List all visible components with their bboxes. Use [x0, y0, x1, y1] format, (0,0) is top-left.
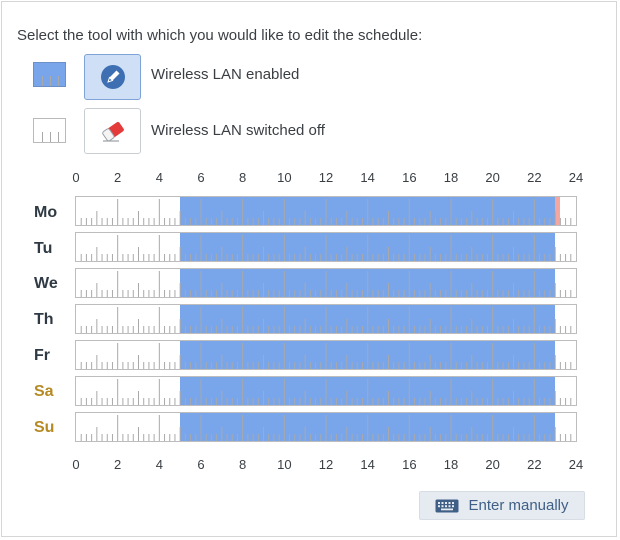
schedule-row-we[interactable] [75, 268, 577, 298]
keyboard-icon [435, 499, 459, 512]
hour-tick-label: 20 [485, 457, 500, 472]
hour-tick-label: 6 [197, 170, 205, 185]
hour-tick-label: 2 [114, 170, 122, 185]
hour-tick-label: 24 [568, 170, 584, 185]
day-label: Su [34, 419, 55, 436]
day-label: We [34, 275, 58, 292]
hour-tick-label: 18 [443, 170, 459, 185]
hour-ticks [80, 271, 572, 297]
hour-tick-label: 2 [114, 457, 122, 472]
hour-ticks [80, 307, 572, 333]
day-label: Sa [34, 383, 54, 400]
hour-tick-label: 14 [360, 170, 375, 185]
hour-tick-label: 22 [527, 457, 542, 472]
hour-tick-label: 22 [527, 170, 542, 185]
hour-tick-label: 4 [155, 457, 163, 472]
eraser-tool-button[interactable] [84, 108, 141, 154]
hour-tick-label: 10 [277, 170, 292, 185]
enter-manually-label: Enter manually [468, 497, 569, 514]
pencil-tool-button[interactable] [84, 54, 141, 100]
hour-tick-label: 8 [239, 457, 247, 472]
pencil-icon [100, 65, 125, 89]
selection-marker [555, 197, 561, 225]
hour-tick-label: 20 [485, 170, 500, 185]
hour-tick-label: 18 [443, 457, 459, 472]
hour-tick-label: 12 [318, 170, 334, 185]
enter-manually-button[interactable]: Enter manually [419, 491, 585, 520]
hour-tick-label: 24 [568, 457, 584, 472]
day-label: Tu [34, 240, 53, 257]
hour-tick-label: 10 [277, 457, 292, 472]
day-label: Th [34, 311, 54, 328]
hour-tick-label: 16 [402, 457, 417, 472]
instruction-text: Select the tool with which you would lik… [17, 27, 423, 44]
tool-label-enabled: Wireless LAN enabled [151, 66, 300, 83]
tool-label-off: Wireless LAN switched off [151, 122, 325, 139]
schedule-row-su[interactable] [75, 412, 577, 442]
schedule-row-tu[interactable] [75, 232, 577, 262]
hour-tick-label: 4 [155, 170, 163, 185]
hour-tick-label: 0 [72, 457, 80, 472]
schedule-row-th[interactable] [75, 304, 577, 334]
hour-scale-bottom: 0 2 4 6 8 10 12 14 16 18 20 22 24 [0, 457, 620, 477]
hour-tick-label: 6 [197, 457, 205, 472]
eraser-icon [101, 121, 124, 142]
off-swatch [33, 118, 66, 143]
hour-ticks [80, 343, 572, 369]
enabled-swatch [33, 62, 66, 87]
hour-scale-top: 0 2 4 6 8 10 12 14 16 18 20 22 24 [0, 170, 620, 190]
hour-ticks [80, 415, 572, 441]
hour-tick-label: 8 [239, 170, 247, 185]
day-label: Mo [34, 204, 58, 221]
hour-ticks [80, 235, 572, 261]
hour-ticks [80, 199, 572, 225]
hour-tick-label: 0 [72, 170, 80, 185]
hour-tick-label: 16 [402, 170, 417, 185]
schedule-row-sa[interactable] [75, 376, 577, 406]
hour-tick-label: 12 [318, 457, 334, 472]
hour-ticks [80, 379, 572, 405]
hour-tick-label: 14 [360, 457, 375, 472]
schedule-row-fr[interactable] [75, 340, 577, 370]
day-label: Fr [34, 347, 50, 364]
schedule-row-mo[interactable] [75, 196, 577, 226]
